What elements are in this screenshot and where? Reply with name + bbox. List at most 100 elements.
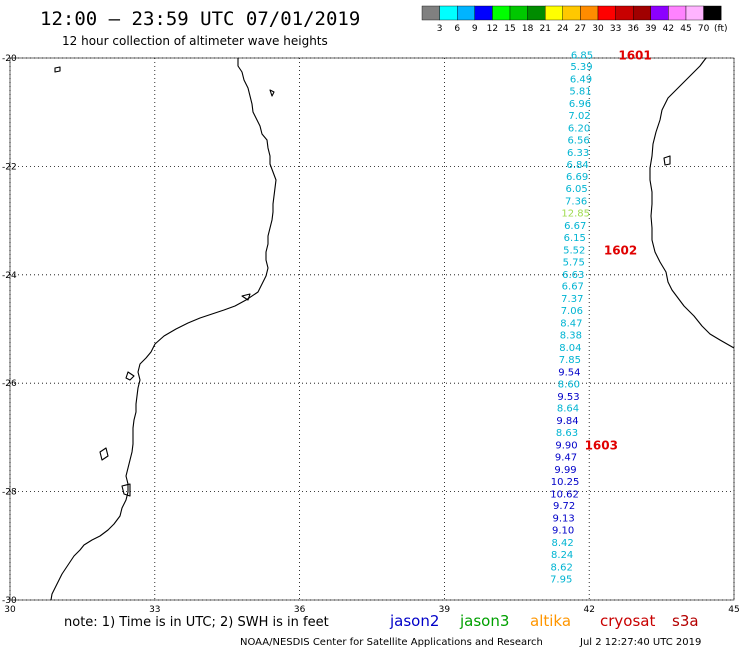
coast-island [99,447,109,461]
y-tick-label: -28 [2,488,17,498]
legend-swatch [597,5,616,21]
wave-height-label: 10.62 [550,489,579,500]
wave-height-label: 7.36 [565,197,587,208]
coast-islet-small [54,66,61,73]
legend-swatch [457,5,476,21]
y-tick-label: -26 [2,379,17,389]
wave-height-label: 6.67 [564,221,586,232]
legend-tick: 30 [592,24,604,34]
madagascar-coastline [649,57,735,349]
wave-height-label: 6.49 [570,75,592,86]
satellite-altika: altika [530,612,571,630]
satellite-s3a: s3a [672,612,699,630]
legend-swatch [685,5,704,21]
wave-height-color-legend: 3 6 9 12 15 18 21 24 27 30 33 36 39 42 45 70 [421,5,722,34]
x-tick-label: 45 [728,605,739,615]
wave-height-label: 5.52 [563,245,585,256]
wave-height-label: 6.20 [568,123,590,134]
wave-height-label: 9.10 [552,526,574,537]
legend-swatch [474,5,493,21]
wave-height-label: 5.75 [563,257,585,268]
legend-tick: 6 [454,24,460,34]
legend-tick: 36 [627,24,639,34]
wave-height-label: 8.47 [560,319,582,330]
legend-swatch [615,5,634,21]
legend-tick: 27 [575,24,586,34]
satellite-cryosat: cryosat [600,612,655,630]
legend-swatch [421,5,440,21]
pass-number: 1603 [585,439,618,453]
wave-height-label: 9.47 [555,452,577,463]
legend-swatch [527,5,546,21]
units-note: note: 1) Time is in UTC; 2) SWH is in fe… [64,615,329,630]
wave-height-label: 7.02 [568,111,590,122]
legend-tick: 33 [610,24,621,34]
madagascar-islet [663,155,671,166]
wave-height-label: 5.39 [570,62,592,73]
wave-height-label: 8.24 [551,550,573,561]
wave-height-label: 9.90 [555,441,577,452]
altimeter-track: 6.855.39 6.495.816.967.026.206.56 6.336.84… [550,50,593,585]
wave-height-label: 5.81 [569,87,591,98]
wave-height-label: 10.25 [551,477,580,488]
wave-height-label: 9.99 [554,465,576,476]
wave-height-label: 12.85 [561,209,590,220]
coast-islet-mid [241,293,251,301]
legend-swatch [580,5,599,21]
wave-height-label: 6.56 [567,135,589,146]
legend-tick: 9 [472,24,478,34]
wave-height-label: 9.72 [553,501,575,512]
legend-tick: 15 [504,24,515,34]
map-title: 12:00 – 23:59 UTC 07/01/2019 [40,8,360,30]
wave-height-label: 9.53 [557,392,579,403]
legend-swatch [650,5,669,21]
credit-line: NOAA/NESDIS Center for Satellite Applica… [240,637,543,648]
wave-height-label: 8.38 [560,331,582,342]
legend-swatch [492,5,511,21]
wave-height-label: 8.04 [559,343,581,354]
legend-tick: 3 [437,24,443,34]
wave-height-label: 6.05 [566,184,588,195]
africa-coastline [50,58,277,601]
legend-tick: 21 [539,24,550,34]
satellite-jason2: jason2 [389,612,439,630]
wave-height-label: 9.84 [556,416,578,427]
legend-swatch [703,5,722,21]
y-tick-label: -30 [2,596,17,606]
x-tick-label: 39 [439,605,451,615]
wave-height-label: 8.42 [552,538,574,549]
x-tick-label: 30 [4,605,16,615]
y-tick-label: -22 [2,162,17,172]
wave-height-label: 7.06 [561,306,583,317]
pass-labels: 1601 1602 1603 [585,48,652,452]
map-frame [9,57,735,601]
x-tick-label: 33 [149,605,160,615]
legend-tick: 42 [663,24,674,34]
legend-tick: 24 [557,24,569,34]
legend-unit: (ft) [714,24,728,34]
lat-lon-grid [9,57,735,601]
wave-height-label: 8.62 [551,562,573,573]
wave-height-label: 6.15 [564,233,586,244]
timestamp: Jul 2 12:27:40 UTC 2019 [579,637,701,648]
map-subtitle: 12 hour collection of altimeter wave hei… [62,34,328,48]
legend-tick: 39 [645,24,657,34]
coast-inlet [125,371,135,381]
y-tick-label: -24 [2,271,17,281]
wave-height-label: 9.13 [552,514,574,525]
legend-tick: 12 [487,24,498,34]
map-panel: 6.855.39 6.495.816.967.026.206.56 6.336.84… [2,48,740,615]
axis-tick-labels: 30 33 36 39 42 45 -20 -22 -24 -26 -28 -30 [2,54,740,615]
wave-height-label: 7.85 [559,355,581,366]
legend-tick: 45 [680,24,691,34]
legend-swatch [562,5,581,21]
wave-height-label: 7.37 [561,294,583,305]
wave-height-label: 8.60 [558,379,580,390]
wave-height-label: 8.63 [556,428,578,439]
coast-lagoon [121,483,131,497]
pass-number: 1601 [618,48,651,62]
wave-height-label: 9.54 [558,367,580,378]
legend-tick: 70 [698,24,710,34]
wave-height-label: 7.95 [550,574,572,585]
wave-height-label: 6.85 [571,50,593,61]
